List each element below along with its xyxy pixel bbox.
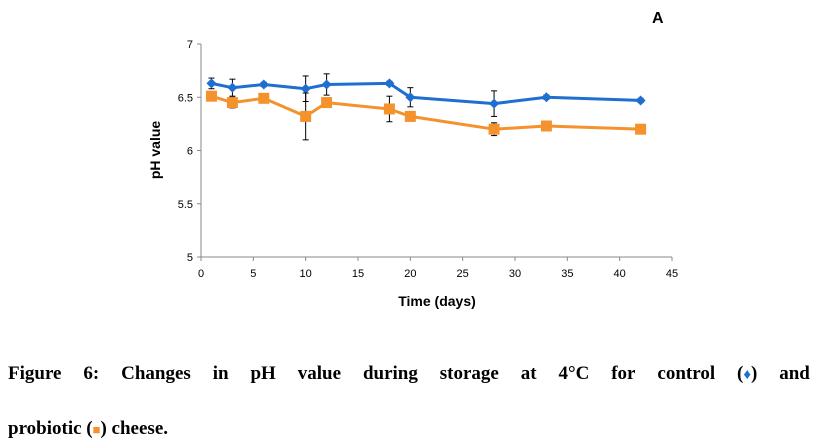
figure-caption-line-2: probiotic (■) cheese. bbox=[8, 418, 810, 440]
data-point-square bbox=[540, 120, 552, 132]
series-square bbox=[205, 90, 647, 141]
x-tick-label: 0 bbox=[198, 268, 204, 280]
data-point-square bbox=[226, 97, 238, 109]
x-axis-title: Time (days) bbox=[398, 293, 476, 309]
x-tick-label: 15 bbox=[352, 268, 364, 280]
data-point-diamond bbox=[321, 79, 332, 90]
y-tick-label: 6.5 bbox=[178, 92, 193, 104]
y-tick-label: 5 bbox=[187, 252, 193, 264]
caption-word: at bbox=[520, 363, 537, 384]
data-point-square bbox=[635, 123, 647, 135]
data-point-diamond bbox=[300, 83, 311, 94]
data-point-square bbox=[383, 103, 395, 115]
y-tick-label: 6 bbox=[187, 146, 193, 158]
caption-word: Figure bbox=[8, 363, 62, 384]
x-tick-label: 10 bbox=[300, 268, 312, 280]
caption-word: value bbox=[297, 363, 342, 384]
data-point-square bbox=[488, 123, 500, 135]
data-point-square bbox=[205, 90, 217, 102]
caption-word: storage bbox=[439, 363, 499, 384]
x-tick-label: 5 bbox=[250, 268, 256, 280]
caption-word: control bbox=[657, 363, 716, 384]
y-tick-label: 5.5 bbox=[178, 199, 193, 211]
x-tick-label: 35 bbox=[561, 268, 573, 280]
caption-word: 6: bbox=[83, 363, 100, 384]
data-point-diamond bbox=[384, 78, 395, 89]
series-layer bbox=[205, 73, 647, 141]
figure-caption-line-1: Figure 6: Changes in pH value during sto… bbox=[8, 363, 810, 385]
chart: 55.566.570 5 10 15 20 25 30 35 40 45 A Time (days… bbox=[147, 10, 678, 309]
data-point-square bbox=[404, 110, 416, 122]
caption-word: for bbox=[611, 363, 636, 384]
data-point-diamond bbox=[489, 98, 500, 109]
y-tick-label: 7 bbox=[187, 39, 193, 51]
series-line bbox=[211, 94, 641, 131]
caption-text: ) cheese. bbox=[100, 418, 169, 439]
x-tick-label: 40 bbox=[614, 268, 626, 280]
data-point-diamond bbox=[635, 95, 646, 106]
data-point-square bbox=[321, 97, 333, 109]
caption-word: Changes bbox=[121, 363, 191, 384]
caption-text: probiotic ( bbox=[8, 418, 93, 439]
caption-word: pH bbox=[250, 363, 276, 384]
series-diamond bbox=[206, 73, 646, 117]
x-tick-label: 25 bbox=[457, 268, 469, 280]
data-point-diamond bbox=[206, 78, 217, 89]
square-icon: ■ bbox=[92, 422, 101, 437]
data-point-square bbox=[300, 110, 312, 122]
x-tick-label: 45 bbox=[666, 268, 678, 280]
caption-control-marker: (♦) bbox=[737, 363, 758, 384]
diamond-icon: ♦ bbox=[743, 367, 751, 383]
axes: 55.566.570 5 10 15 20 25 30 35 40 45 bbox=[178, 39, 678, 280]
data-point-diamond bbox=[541, 92, 552, 103]
caption-word: during bbox=[362, 363, 418, 384]
x-tick-label: 30 bbox=[509, 268, 521, 280]
data-point-square bbox=[258, 92, 270, 104]
data-point-diamond bbox=[258, 79, 269, 90]
series-line bbox=[211, 81, 641, 106]
caption-word: 4°C bbox=[558, 363, 590, 384]
y-axis-title: pH value bbox=[147, 121, 163, 180]
x-tick-label: 20 bbox=[404, 268, 416, 280]
data-point-diamond bbox=[405, 92, 416, 103]
caption-word: and bbox=[779, 363, 810, 384]
panel-label: A bbox=[652, 10, 664, 27]
caption-word: in bbox=[212, 363, 229, 384]
data-point-diamond bbox=[227, 82, 238, 93]
